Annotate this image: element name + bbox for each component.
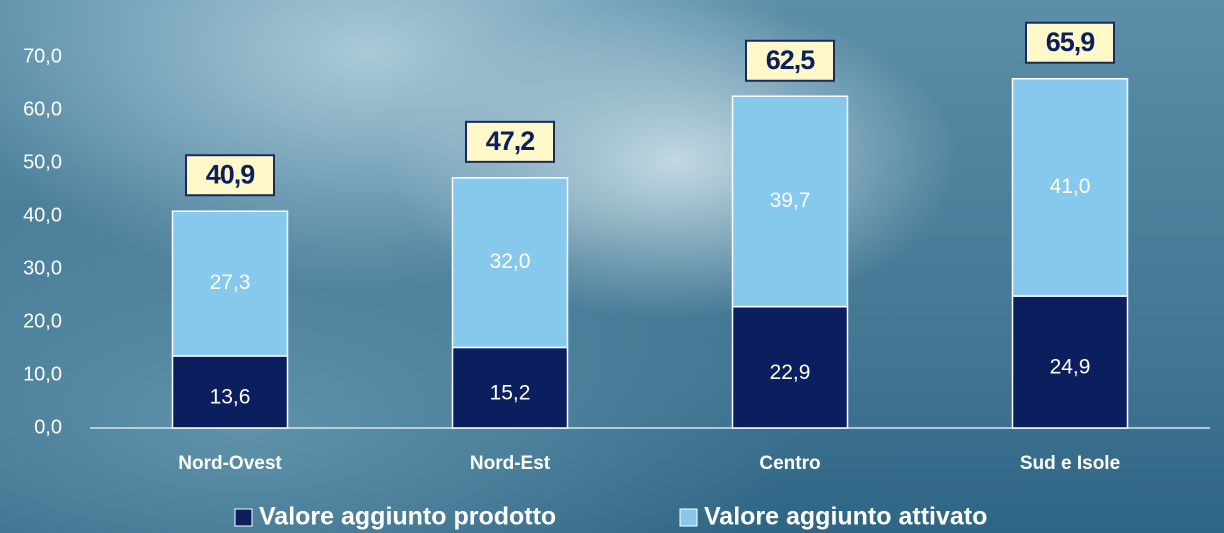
total-box [465,120,555,163]
total-box [1025,21,1115,64]
bar-segment [451,177,569,349]
y-tick-label: 40,0 [23,204,62,226]
total-label: 40,9 [206,159,256,189]
x-tick-label: Nord-Ovest [178,453,282,474]
y-tick-label: 10,0 [23,363,62,385]
value-label: 13,6 [210,386,251,409]
legend-label: Valore aggiunto attivato [704,503,987,531]
value-label: 41,0 [1050,175,1091,198]
y-tick-label: 0,0 [34,416,62,438]
bar-segment [1011,77,1129,297]
legend-swatch [679,508,698,527]
x-tick-label: Centro [759,453,820,474]
bar-segment [1011,295,1129,429]
total-box [745,39,835,82]
bar-segment [731,305,849,429]
y-tick-label: 60,0 [23,98,62,120]
x-tick-label: Sud e Isole [1020,453,1120,474]
bar-segment [451,346,569,429]
total-box [185,154,275,197]
value-label: 24,9 [1050,356,1091,379]
total-label: 62,5 [766,45,816,75]
bar-segment [171,210,289,357]
total-label: 47,2 [486,126,535,156]
value-label: 27,3 [210,271,251,294]
value-label: 15,2 [490,381,531,404]
x-tick-label: Nord-Est [470,453,551,474]
bar-segment [171,355,289,429]
bar-segment [731,95,849,308]
legend-swatch [234,508,253,527]
value-label: 32,0 [490,250,531,273]
y-tick-label: 20,0 [23,310,62,332]
y-tick-label: 50,0 [23,151,62,173]
y-tick-label: 30,0 [23,257,62,279]
y-tick-label: 70,0 [23,45,62,67]
value-label: 39,7 [770,189,811,212]
total-label: 65,9 [1046,27,1096,57]
value-label: 22,9 [770,361,811,384]
legend-label: Valore aggiunto prodotto [259,503,556,531]
